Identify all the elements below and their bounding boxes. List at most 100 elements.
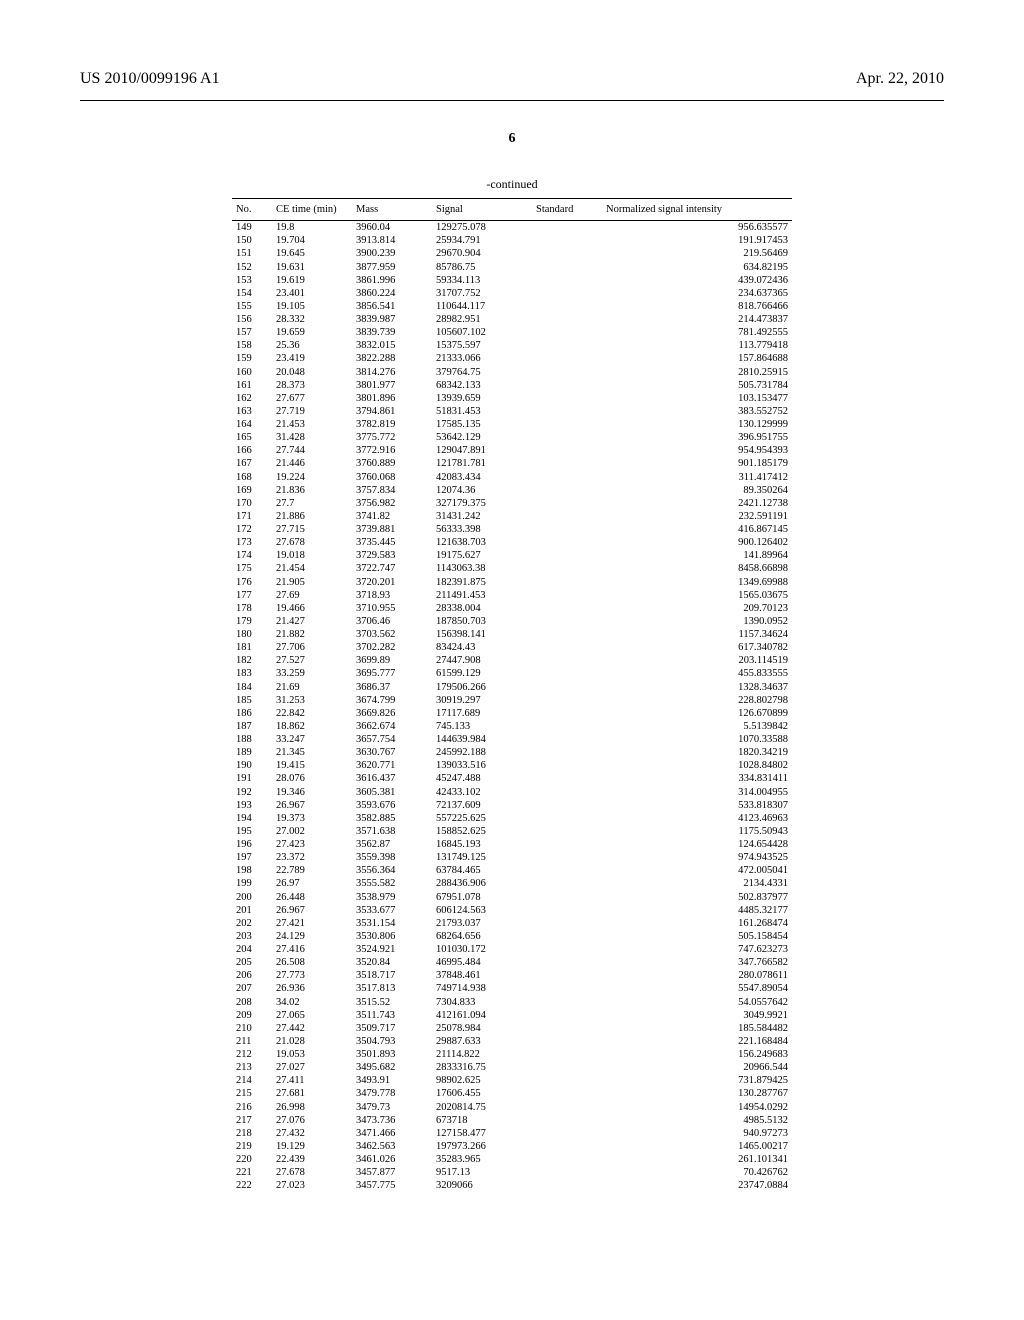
table-cell: 3495.682	[352, 1061, 432, 1074]
table-cell: 31.253	[272, 694, 352, 707]
table-cell: 4485.32177	[602, 904, 792, 917]
table-cell: 25934.791	[432, 234, 532, 247]
table-cell: 3457.775	[352, 1179, 432, 1192]
table-cell: 179	[232, 615, 272, 628]
table-cell: 26.448	[272, 891, 352, 904]
table-cell: 222	[232, 1179, 272, 1192]
table-row: 15825.363832.01515375.597113.779418	[232, 339, 792, 352]
table-cell: 3739.881	[352, 523, 432, 536]
table-cell: 31431.242	[432, 510, 532, 523]
table-cell	[532, 1061, 602, 1074]
table-cell	[532, 234, 602, 247]
table-row: 14919.83960.04129275.078956.635577	[232, 221, 792, 235]
table-cell	[532, 379, 602, 392]
table-cell: 288436.906	[432, 877, 532, 890]
table-row: 15423.4013860.22431707.752234.637365	[232, 287, 792, 300]
table-cell: 280.078611	[602, 969, 792, 982]
table-cell: 204	[232, 943, 272, 956]
table-cell: 1328.34637	[602, 681, 792, 694]
table-cell	[532, 904, 602, 917]
header-rule	[80, 100, 944, 101]
table-cell: 209	[232, 1009, 272, 1022]
table-cell: 3669.826	[352, 707, 432, 720]
table-cell	[532, 772, 602, 785]
table-cell: 35283.965	[432, 1153, 532, 1166]
table-cell: 3462.563	[352, 1140, 432, 1153]
table-cell: 31707.752	[432, 287, 532, 300]
table-cell: 334.831411	[602, 772, 792, 785]
table-cell: 185.584482	[602, 1022, 792, 1035]
table-row: 16627.7443772.916129047.891954.954393	[232, 444, 792, 457]
table-cell: 158852.625	[432, 825, 532, 838]
table-cell: 42083.434	[432, 471, 532, 484]
table-cell: 3706.46	[352, 615, 432, 628]
table-cell: 18.862	[272, 720, 352, 733]
table-cell: 183	[232, 667, 272, 680]
table-cell: 221	[232, 1166, 272, 1179]
table-cell: 901.185179	[602, 457, 792, 470]
table-cell: 19.129	[272, 1140, 352, 1153]
table-cell	[532, 1153, 602, 1166]
table-cell: 3720.201	[352, 576, 432, 589]
table-cell: 439.072436	[602, 274, 792, 287]
table-cell: 3839.739	[352, 326, 432, 339]
table-cell: 26.967	[272, 904, 352, 917]
table-cell: 900.126402	[602, 536, 792, 549]
table-row: 19527.0023571.638158852.6251175.50943	[232, 825, 792, 838]
table-cell: 3662.674	[352, 720, 432, 733]
table-row: 21527.6813479.77817606.455130.287767	[232, 1087, 792, 1100]
table-cell: 220	[232, 1153, 272, 1166]
table-row: 19419.3733582.885557225.6254123.46963	[232, 812, 792, 825]
table-cell: 27.023	[272, 1179, 352, 1192]
table-cell: 157.864688	[602, 352, 792, 365]
table-row: 21427.4113493.9198902.625731.879425	[232, 1074, 792, 1087]
table-cell: 416.867145	[602, 523, 792, 536]
table-cell: 3861.996	[352, 274, 432, 287]
table-cell: 3582.885	[352, 812, 432, 825]
table-row: 19926.973555.582288436.9062134.4331	[232, 877, 792, 890]
table-cell: 217	[232, 1114, 272, 1127]
table-cell: 3741.82	[352, 510, 432, 523]
table-row: 16128.3733801.97768342.133505.731784	[232, 379, 792, 392]
continued-label: -continued	[232, 177, 792, 192]
table-cell: 1820.34219	[602, 746, 792, 759]
table-cell: 4123.46963	[602, 812, 792, 825]
table-cell: 191.917453	[602, 234, 792, 247]
table-row: 21327.0273495.6822833316.7520966.544	[232, 1061, 792, 1074]
table-cell: 3559.398	[352, 851, 432, 864]
table-cell: 3699.89	[352, 654, 432, 667]
table-cell: 184	[232, 681, 272, 694]
table-cell: 207	[232, 982, 272, 995]
table-cell: 3049.9921	[602, 1009, 792, 1022]
table-cell: 28338.004	[432, 602, 532, 615]
table-cell	[532, 510, 602, 523]
table-cell: 68264.656	[432, 930, 532, 943]
table-cell: 956.635577	[602, 221, 792, 235]
table-cell: 1390.0952	[602, 615, 792, 628]
table-cell: 166	[232, 444, 272, 457]
table-row: 22127.6783457.8779517.1370.426762	[232, 1166, 792, 1179]
table-row: 20726.9363517.813749714.9385547.89054	[232, 982, 792, 995]
table-cell: 141.89964	[602, 549, 792, 562]
table-row: 16921.8363757.83412074.3689.350264	[232, 484, 792, 497]
table-cell: 27.677	[272, 392, 352, 405]
table-cell: 3772.916	[352, 444, 432, 457]
table-cell: 26.936	[272, 982, 352, 995]
table-cell: 3722.747	[352, 562, 432, 575]
table-cell: 189	[232, 746, 272, 759]
table-cell: 22.789	[272, 864, 352, 877]
table-row: 15719.6593839.739105607.102781.492555	[232, 326, 792, 339]
table-row: 18718.8623662.674745.1335.5139842	[232, 720, 792, 733]
table-cell: 219	[232, 1140, 272, 1153]
table-cell: 203	[232, 930, 272, 943]
table-cell: 203.114519	[602, 654, 792, 667]
table-cell: 17117.689	[432, 707, 532, 720]
table-cell: 37848.461	[432, 969, 532, 982]
table-cell: 126.670899	[602, 707, 792, 720]
table-cell	[532, 523, 602, 536]
table-cell: 152	[232, 261, 272, 274]
table-row: 15628.3323839.98728982.951214.473837	[232, 313, 792, 326]
table-cell: 101030.172	[432, 943, 532, 956]
table-cell: 206	[232, 969, 272, 982]
table-cell: 9517.13	[432, 1166, 532, 1179]
